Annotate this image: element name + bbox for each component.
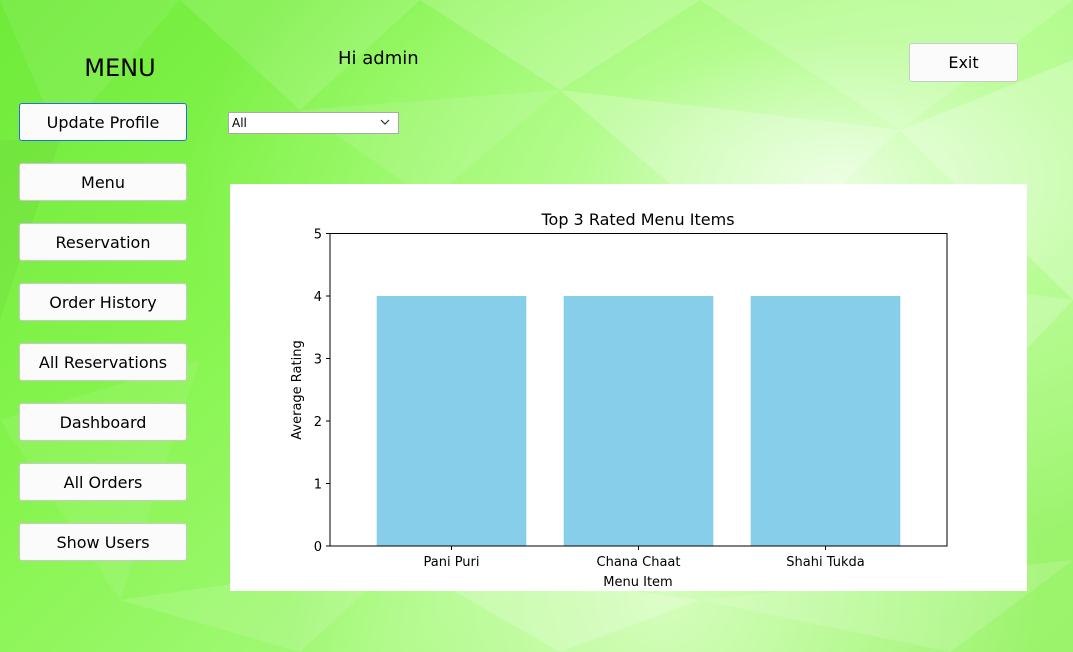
filter-selected-value: All <box>232 116 247 130</box>
chart-panel: Top 3 Rated Menu Items 0 1 2 3 4 5 Pani Puri C… <box>230 184 1027 591</box>
bar-shahi-tukda <box>750 296 901 546</box>
y-axis-label: Average Rating <box>290 340 305 439</box>
exit-button[interactable]: Exit <box>909 43 1018 82</box>
menu-button[interactable]: Menu <box>19 163 187 201</box>
filter-dropdown[interactable]: All <box>228 112 399 134</box>
order-history-button[interactable]: Order History <box>19 283 187 321</box>
dashboard-button[interactable]: Dashboard <box>19 403 187 441</box>
show-users-button[interactable]: Show Users <box>19 523 187 561</box>
y-tick-label: 1 <box>314 478 322 493</box>
all-orders-button[interactable]: All Orders <box>19 463 187 501</box>
x-tick-label: Shahi Tukda <box>786 555 864 570</box>
x-tick-label: Chana Chaat <box>597 555 681 570</box>
x-tick-label: Pani Puri <box>423 555 479 570</box>
greeting-text: Hi admin <box>338 48 419 69</box>
reservation-button[interactable]: Reservation <box>19 223 187 261</box>
bar-chana-chaat <box>563 296 714 546</box>
y-tick-label: 5 <box>314 228 322 243</box>
bar-chart: Top 3 Rated Menu Items 0 1 2 3 4 5 Pani Puri C… <box>290 210 948 590</box>
bar-pani-puri <box>376 296 527 546</box>
y-tick-label: 3 <box>314 353 322 368</box>
update-profile-button[interactable]: Update Profile <box>19 103 187 141</box>
y-tick-label: 2 <box>314 415 322 430</box>
all-reservations-button[interactable]: All Reservations <box>19 343 187 381</box>
chevron-down-icon <box>380 119 390 125</box>
x-axis-label: Menu Item <box>603 575 672 590</box>
sidebar-title: MENU <box>84 54 156 82</box>
y-tick-label: 4 <box>314 290 322 305</box>
y-tick-label: 0 <box>314 540 322 555</box>
chart-title: Top 3 Rated Menu Items <box>540 210 734 229</box>
plot-frame <box>329 233 948 547</box>
